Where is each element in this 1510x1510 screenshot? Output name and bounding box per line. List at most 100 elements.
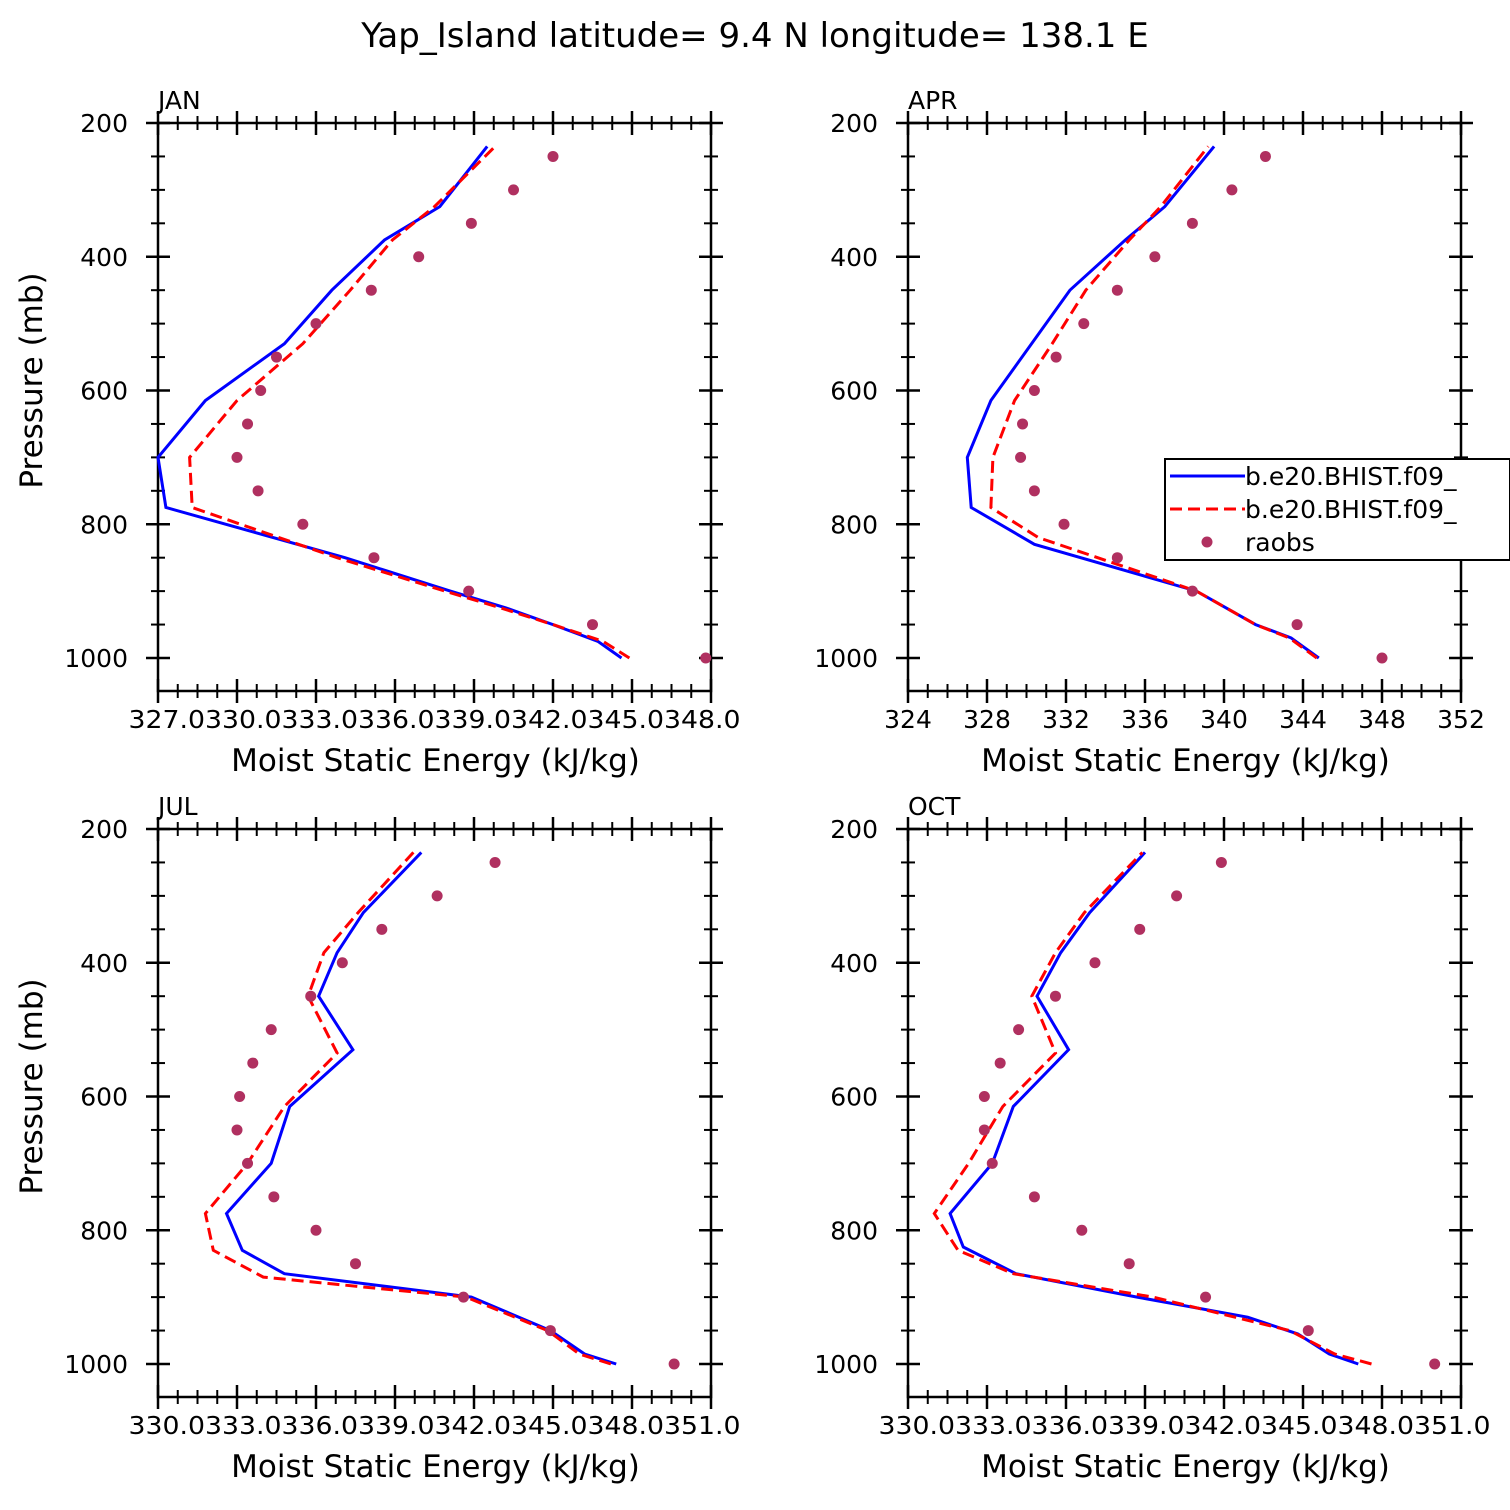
raobs-point (413, 251, 425, 263)
x-tick-label: 352 (1437, 705, 1485, 734)
raobs-point (1259, 150, 1271, 162)
raobs-point (247, 1057, 259, 1069)
plot-frame (906, 121, 1463, 693)
raobs-point (1111, 284, 1123, 296)
series-raobs (231, 856, 680, 1370)
raobs-point (1429, 1358, 1441, 1370)
y-tick-label: 200 (80, 109, 128, 138)
raobs-point (508, 184, 519, 196)
legend-swatch-dot (1201, 536, 1213, 548)
raobs-point (297, 518, 309, 530)
raobs-point (463, 585, 475, 597)
raobs-point (457, 1291, 469, 1303)
panel-jan: JAN 200 400 600 800 1000 327.0330.0333.0336.03… (14, 86, 740, 779)
figure-title: Yap_Island latitude= 9.4 N longitude= 13… (360, 16, 1148, 56)
raobs-point (1028, 1191, 1040, 1203)
legend-entry: raobs (1245, 528, 1315, 557)
raobs-point (1376, 652, 1388, 664)
y-tick-label: 1000 (64, 1350, 128, 1379)
raobs-point (1111, 552, 1123, 564)
raobs-point (1123, 1258, 1135, 1270)
x-axis-label: Moist Static Energy (kJ/kg) (231, 1449, 640, 1485)
series-line-2 (188, 145, 631, 660)
series-raobs (231, 150, 712, 664)
x-axis-label: Moist Static Energy (kJ/kg) (981, 1449, 1390, 1485)
legend: b.e20.BHIST.f09_ b.e20.BHIST.f09_raobs (1164, 458, 1510, 561)
legend-entry: b.e20.BHIST.f09_ (1245, 462, 1457, 491)
raobs-point (252, 485, 264, 497)
x-tick-labels: 330.0333.0336.0339.0342.0345.0348.0351.0 (129, 1411, 741, 1440)
raobs-point (1050, 351, 1062, 363)
y-axis-label: Pressure (mb) (14, 272, 50, 488)
panel-title: APR (908, 86, 958, 115)
raobs-point (310, 318, 322, 330)
raobs-point (1291, 619, 1303, 631)
raobs-point (978, 1124, 990, 1136)
series-line-2 (989, 145, 1318, 660)
raobs-point (668, 1358, 680, 1370)
raobs-point (350, 1258, 361, 1270)
raobs-point (1058, 518, 1070, 530)
y-tick-label: 800 (80, 1216, 128, 1245)
raobs-point (1089, 957, 1101, 969)
x-tick-label: 328 (963, 705, 1011, 734)
series-raobs (1015, 150, 1388, 664)
raobs-point (1171, 890, 1183, 902)
raobs-point (231, 451, 243, 463)
raobs-point (271, 351, 282, 363)
y-tick-label: 1000 (814, 644, 878, 673)
raobs-point (376, 923, 388, 935)
series-line-2 (932, 851, 1372, 1366)
y-tick-label: 400 (80, 243, 128, 272)
panel-title: OCT (908, 792, 961, 821)
raobs-point (465, 217, 477, 229)
y-tick-label: 600 (80, 377, 128, 406)
series-line-1 (224, 851, 617, 1366)
raobs-point (1200, 1291, 1212, 1303)
raobs-point (1028, 385, 1040, 396)
raobs-point (1186, 217, 1198, 229)
x-tick-label: 344 (1279, 705, 1327, 734)
y-tick-label: 400 (80, 949, 128, 978)
y-tick-label: 1000 (814, 1350, 878, 1379)
x-tick-label: 340 (1200, 705, 1248, 734)
raobs-point (242, 418, 254, 430)
y-tick-label: 400 (830, 949, 878, 978)
y-tick-label: 200 (830, 815, 878, 844)
plot-frame (906, 827, 1463, 1399)
panel-oct: OCT 200 400 600 800 1000 330.0333.0336.0339.03… (814, 792, 1490, 1485)
y-tick-label: 800 (830, 510, 878, 539)
raobs-point (336, 957, 348, 969)
raobs-point (231, 1124, 243, 1136)
y-tick-label: 600 (80, 1083, 128, 1112)
raobs-point (1215, 856, 1227, 868)
x-tick-label: 332 (1042, 705, 1090, 734)
x-axis-label: Moist Static Energy (kJ/kg) (231, 743, 640, 779)
y-tick-label: 1000 (64, 644, 128, 673)
raobs-point (1049, 990, 1061, 1002)
series-line-2 (203, 851, 612, 1366)
raobs-point (700, 652, 712, 664)
x-tick-labels: 330.0333.0336.0339.0342.0345.0348.0351.0 (879, 1411, 1491, 1440)
y-tick-label: 600 (830, 377, 878, 406)
raobs-point (310, 1224, 322, 1236)
raobs-point (234, 1091, 246, 1102)
raobs-point (365, 284, 377, 296)
series-line-1 (948, 851, 1359, 1366)
x-tick-label: 324 (884, 705, 932, 734)
y-tick-label: 800 (830, 1216, 878, 1245)
raobs-point (1226, 184, 1238, 196)
raobs-point (268, 1191, 280, 1203)
x-tick-labels: 327.0330.0333.0336.0339.0342.0345.0348.0 (129, 705, 741, 734)
legend-entry: b.e20.BHIST.f09_ (1245, 495, 1457, 524)
raobs-point (1134, 923, 1146, 935)
series-raobs (978, 856, 1441, 1370)
raobs-point (431, 890, 443, 902)
raobs-point (986, 1157, 998, 1169)
raobs-point (544, 1325, 556, 1337)
x-tick-label: 336 (1121, 705, 1169, 734)
raobs-point (1302, 1325, 1314, 1337)
raobs-point (1013, 1024, 1025, 1036)
x-axis-label: Moist Static Energy (kJ/kg) (981, 743, 1390, 779)
